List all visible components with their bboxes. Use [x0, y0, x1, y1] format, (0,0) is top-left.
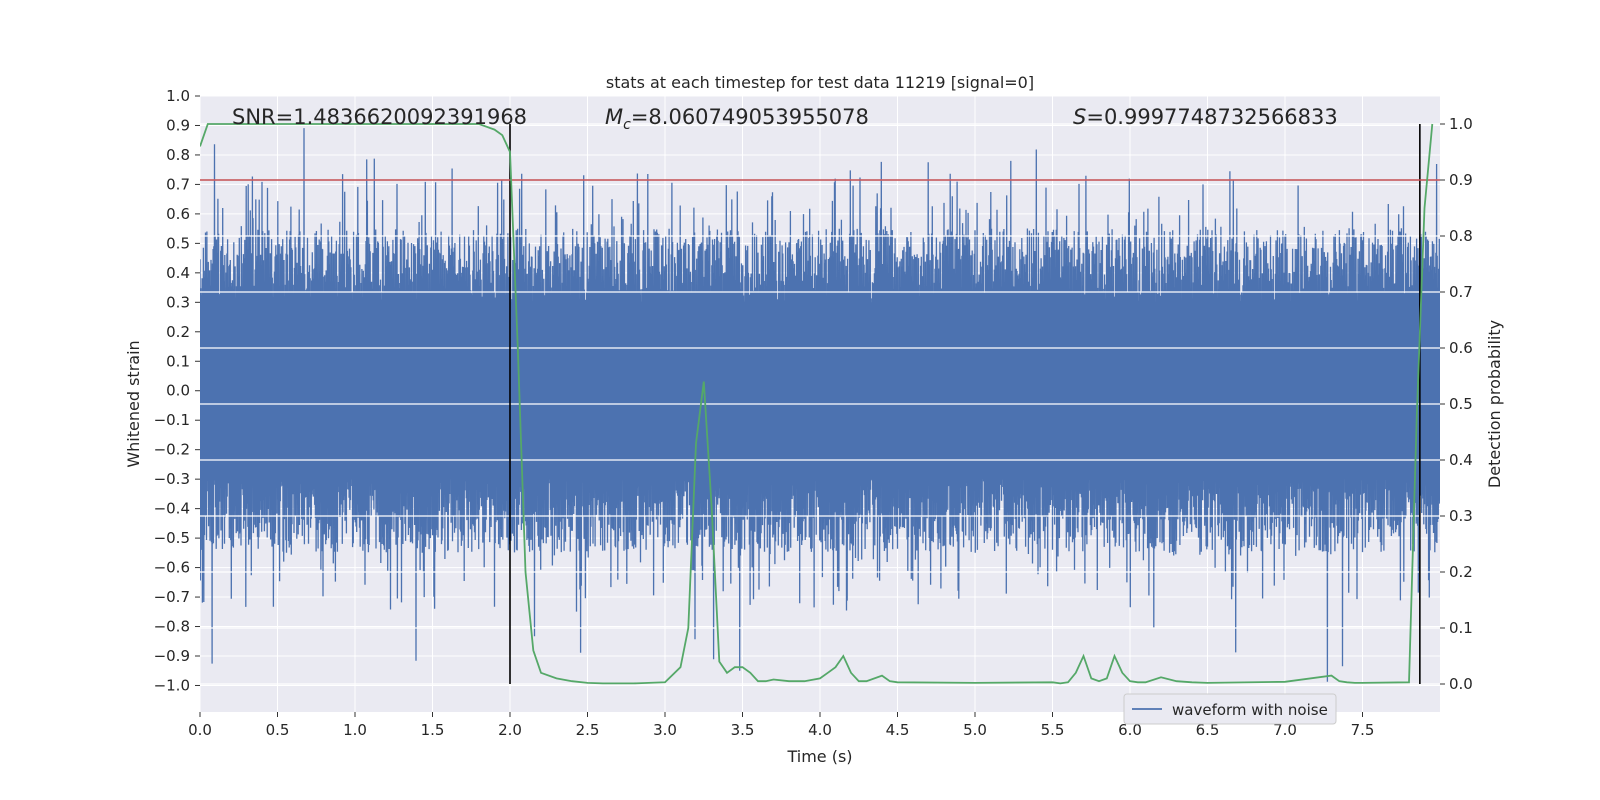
left-tick-label: −0.1	[154, 411, 190, 429]
y-axis-label-right: Detection probability	[1485, 320, 1504, 488]
legend: waveform with noise	[1123, 693, 1337, 725]
x-axis-label: Time (s)	[786, 747, 852, 766]
x-tick-label: 5.0	[963, 721, 987, 739]
x-tick-label: 2.0	[498, 721, 522, 739]
x-tick-label: 5.5	[1041, 721, 1065, 739]
chirp-mass-symbol: M	[605, 105, 623, 129]
left-tick-label: 0.4	[166, 264, 190, 282]
left-tick-label: 0.6	[166, 205, 190, 223]
x-tick-label: 4.0	[808, 721, 832, 739]
right-tick-label: 0.2	[1449, 563, 1473, 581]
x-tick-label: 7.0	[1273, 721, 1297, 739]
left-tick-label: 0.7	[166, 175, 190, 193]
y-axis-label-left: Whitened strain	[124, 340, 143, 467]
detection-probability-line	[200, 123, 1434, 685]
x-tick-label: 0.5	[266, 721, 290, 739]
s-annotation: S=0.9997748732566833	[1073, 105, 1338, 129]
x-tick-label: 4.5	[886, 721, 910, 739]
right-tick-label: 0.7	[1449, 283, 1473, 301]
right-tick-label: 0.1	[1449, 619, 1473, 637]
left-tick-label: −0.2	[154, 441, 190, 459]
legend-box	[1123, 693, 1337, 725]
x-tick-label: 7.5	[1351, 721, 1375, 739]
left-tick-label: 0.3	[166, 293, 190, 311]
x-axis-ticks: 0.0 0.5 1.0 1.5 2.0 2.5 3.0 3.5 4.0 4.5 5.0 5.5 6.0 6…	[188, 712, 1374, 739]
x-tick-label: 3.5	[731, 721, 755, 739]
right-tick-label: 1.0	[1449, 115, 1473, 133]
right-tick-label: 0.8	[1449, 227, 1473, 245]
left-tick-label: 0.5	[166, 234, 190, 252]
left-tick-label: −0.9	[154, 647, 190, 665]
right-tick-label: 0.9	[1449, 171, 1473, 189]
chirp-mass-subscript: c	[623, 117, 631, 133]
signal-window-lines	[509, 124, 1421, 684]
snr-annotation: SNR=1.4836620092391968	[232, 105, 527, 129]
right-tick-label: 0.3	[1449, 507, 1473, 525]
s-symbol: S	[1073, 105, 1086, 129]
left-tick-label: −0.5	[154, 529, 190, 547]
s-value: =0.9997748732566833	[1086, 105, 1337, 129]
x-tick-label: 6.0	[1118, 721, 1142, 739]
left-axis-ticks: 1.0 0.9 0.8 0.7 0.6 0.5 0.4 0.3 0.2 0.1 0.0 −0.1 −0.…	[154, 87, 200, 694]
left-tick-label: 0.2	[166, 323, 190, 341]
x-tick-label: 1.0	[343, 721, 367, 739]
x-tick-label: 6.5	[1196, 721, 1220, 739]
left-tick-label: 0.0	[166, 382, 190, 400]
left-tick-label: 0.1	[166, 352, 190, 370]
left-tick-label: 0.8	[166, 146, 190, 164]
right-axis-ticks: 1.0 0.9 0.8 0.7 0.6 0.5 0.4 0.3 0.2 0.1 0.0	[1440, 115, 1473, 693]
x-tick-label: 0.0	[188, 721, 212, 739]
right-tick-label: 0.5	[1449, 395, 1473, 413]
left-tick-label: −0.7	[154, 588, 190, 606]
x-tick-label: 3.0	[653, 721, 677, 739]
legend-waveform-label: waveform with noise	[1172, 701, 1328, 719]
left-tick-label: −0.4	[154, 500, 190, 518]
chart-title: stats at each timestep for test data 112…	[606, 73, 1034, 92]
chirp-mass-value: =8.060749053955078	[631, 105, 869, 129]
left-tick-label: −0.3	[154, 470, 190, 488]
x-tick-label: 1.5	[421, 721, 445, 739]
x-tick-label: 2.5	[576, 721, 600, 739]
right-tick-label: 0.4	[1449, 451, 1473, 469]
left-tick-label: −1.0	[154, 676, 190, 694]
left-tick-label: −0.6	[154, 559, 190, 577]
right-tick-label: 0.6	[1449, 339, 1473, 357]
right-tick-label: 0.0	[1449, 675, 1473, 693]
left-tick-label: −0.8	[154, 618, 190, 636]
left-tick-label: 0.9	[166, 116, 190, 134]
right-axis-gridlines	[200, 123, 1440, 685]
left-tick-label: 1.0	[166, 87, 190, 105]
chirp-mass-annotation: Mc=8.060749053955078	[605, 105, 869, 133]
